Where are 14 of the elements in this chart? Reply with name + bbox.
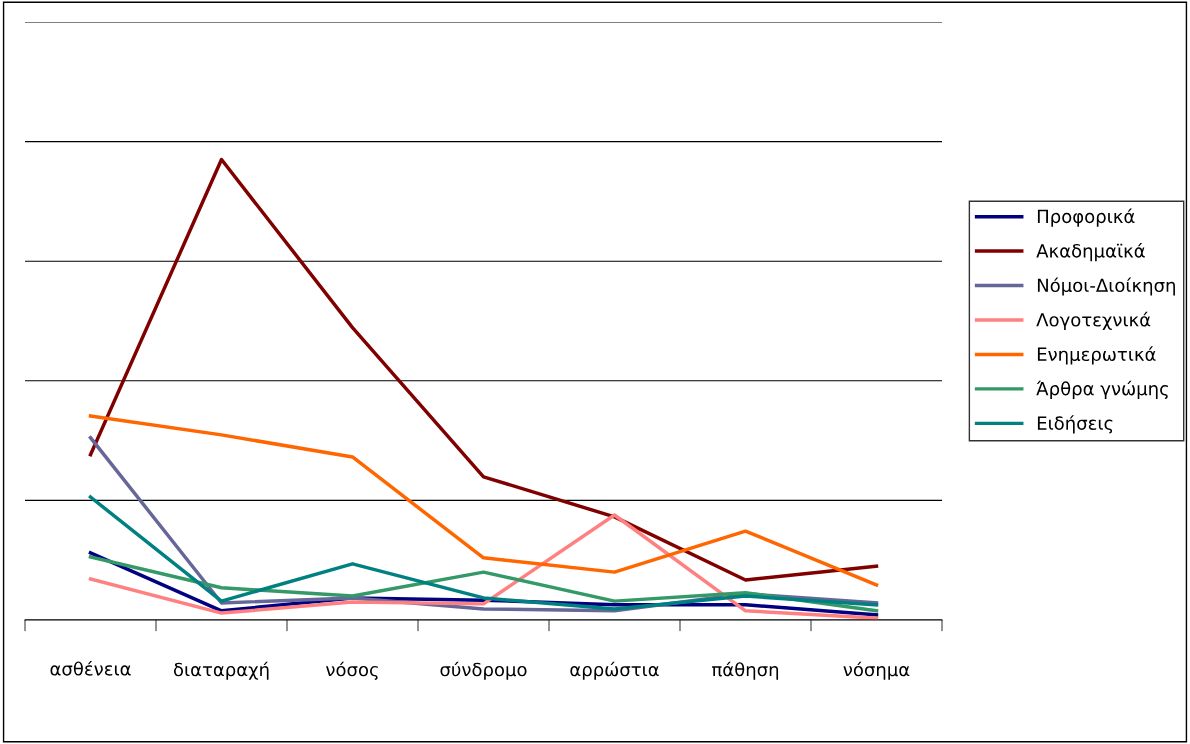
x-tick-label: ασθένεια <box>50 660 131 676</box>
legend-label: Λογοτεχνικά <box>1036 311 1151 331</box>
x-tick-label: νόσημα <box>843 661 910 680</box>
x-tick-label: πάθηση <box>712 661 779 680</box>
legend-label: Ειδήσεις <box>1037 415 1113 434</box>
legend-label: Ακαδημαϊκά <box>1036 242 1145 262</box>
legend-label: Άρθρα γνώμης <box>1036 380 1168 399</box>
x-tick-label: διαταραχή <box>173 661 269 680</box>
x-tick-label: σύνδρομο <box>440 661 527 680</box>
legend-label: Νόμοι-Διοίκηση <box>1037 277 1175 296</box>
x-tick-label: αρρώστια <box>570 661 659 680</box>
legend-label: Ενημερωτικά <box>1037 346 1156 365</box>
x-tick-label: νόσος <box>326 661 378 680</box>
legend-label: Προφορικά <box>1037 208 1135 227</box>
